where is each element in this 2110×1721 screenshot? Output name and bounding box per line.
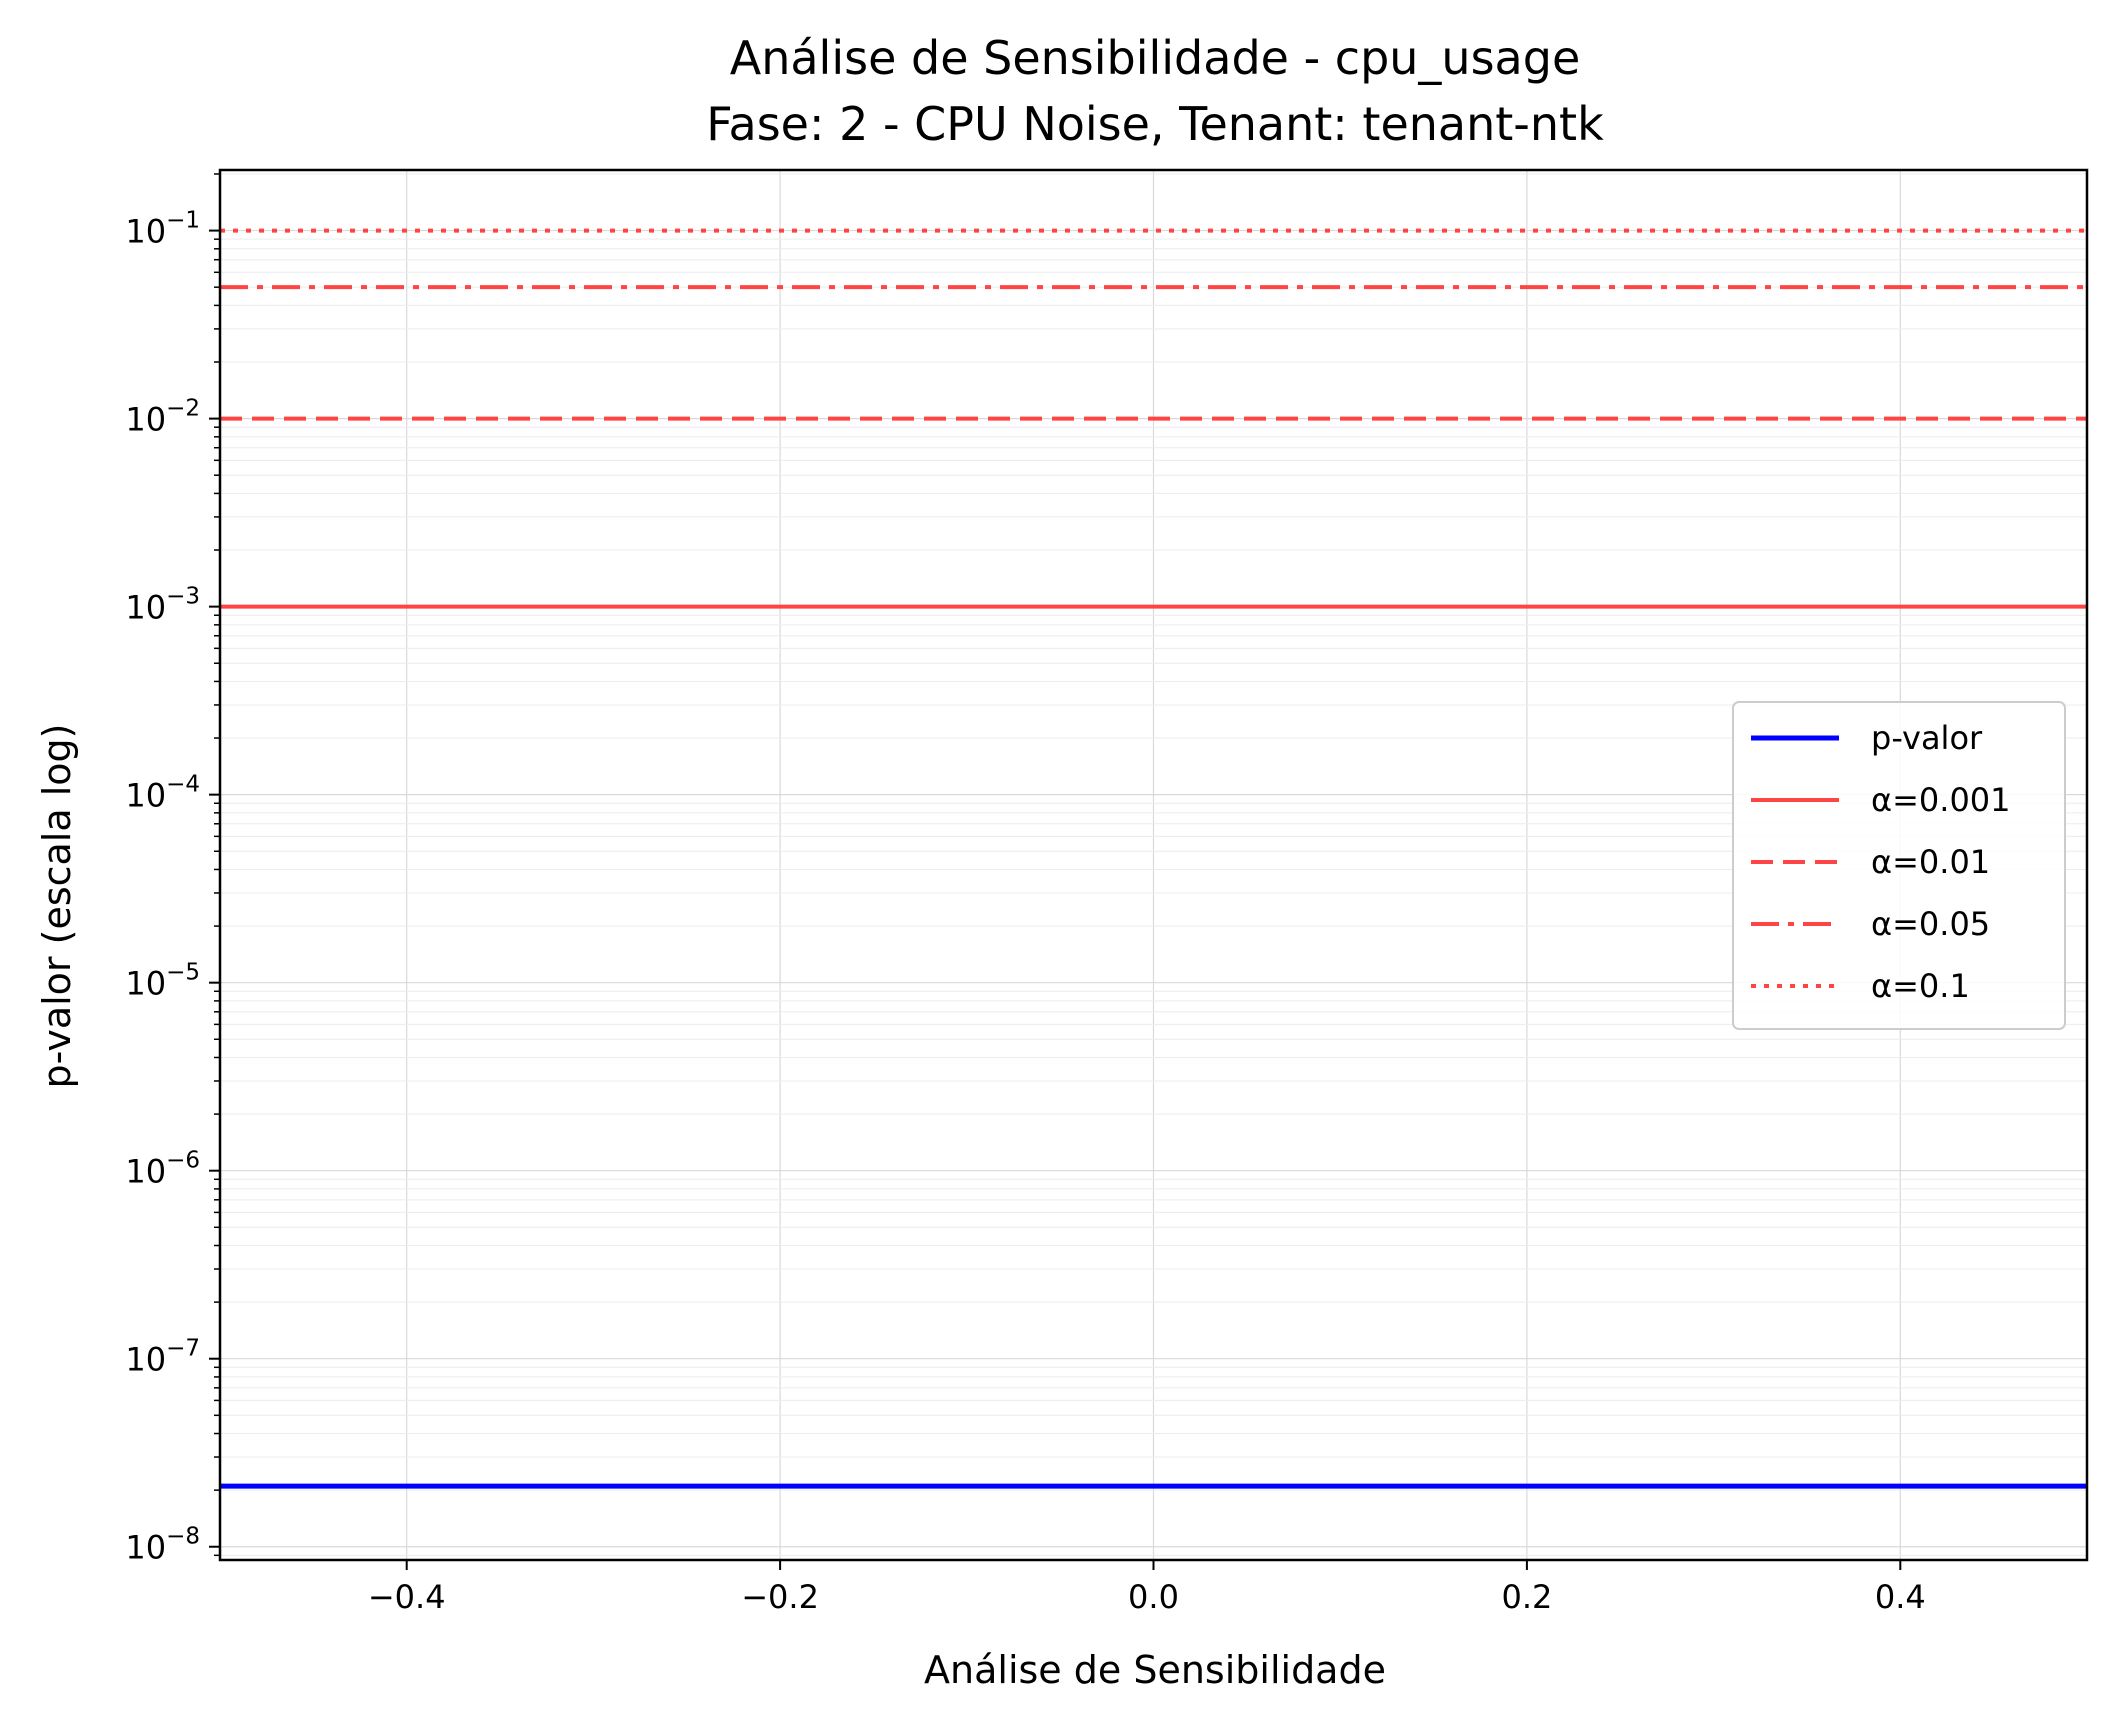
y-axis-label: p-valor (escala log) (35, 724, 79, 1089)
y-tick-label: 10−8 (125, 1524, 200, 1567)
y-tick-label: 10−5 (125, 960, 200, 1003)
chart-title: Análise de Sensibilidade - cpu_usage (730, 31, 1581, 85)
legend: p-valor α=0.001 α=0.01 α=0.05 α=0.1 (1732, 701, 2066, 1030)
x-tick-label: −0.4 (368, 1578, 446, 1616)
x-tick-label: 0.0 (1128, 1578, 1179, 1616)
legend-box (1732, 701, 2066, 1030)
y-tick-label: 10−6 (125, 1148, 200, 1191)
y-tick-label: 10−7 (125, 1336, 200, 1379)
y-tick-label: 10−1 (125, 208, 200, 251)
x-tick-label: 0.2 (1501, 1578, 1552, 1616)
x-tick-label: −0.2 (741, 1578, 819, 1616)
series-lines (220, 228, 2087, 1489)
chart-subtitle: Fase: 2 - CPU Noise, Tenant: tenant-ntk (706, 97, 1604, 151)
x-tick-label: 0.4 (1875, 1578, 1926, 1616)
y-tick-label: 10−3 (125, 584, 200, 627)
legend-label: α=0.01 (1871, 843, 1990, 881)
legend-label: α=0.001 (1871, 781, 2011, 819)
legend-label: α=0.05 (1871, 905, 1990, 943)
axes: −0.4 −0.2 0.0 0.2 0.4 10−8 10−7 10−6 10−5 10−4 10−… (125, 168, 2089, 1616)
y-tick-label: 10−4 (125, 772, 200, 815)
y-tick-label: 10−2 (125, 396, 200, 439)
legend-label: α=0.1 (1871, 967, 1970, 1005)
x-axis-label: Análise de Sensibilidade (924, 1648, 1386, 1692)
legend-label: p-valor (1871, 719, 1983, 757)
